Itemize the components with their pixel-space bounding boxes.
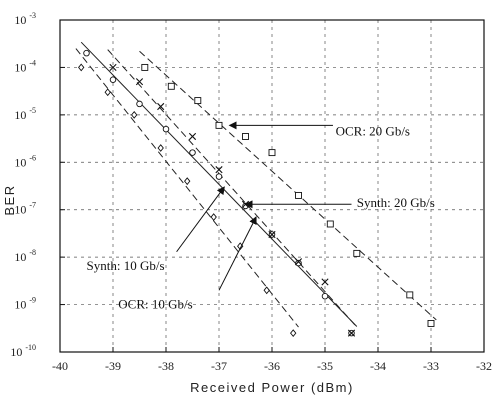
data-point-square [326, 220, 334, 228]
data-point-cross [294, 258, 303, 266]
y-tick-label: 10 -7 [14, 201, 36, 217]
data-point-circle [189, 149, 196, 156]
data-point-circle [295, 259, 302, 267]
data-point-square [268, 149, 276, 157]
data-point-square [167, 82, 175, 90]
series-square-fit-line [139, 50, 437, 321]
series-cross-fit-line [107, 49, 358, 328]
annotation-arrow-ocr-10 [218, 216, 257, 291]
x-axis-label: Received Power (dBm) [190, 380, 354, 395]
grid [60, 20, 484, 352]
y-tick-label: 10 -4 [14, 58, 36, 74]
data-point-cross [321, 278, 329, 286]
data-point-square [406, 291, 414, 299]
data-point-cross [188, 132, 197, 141]
x-tick-label: -36 [264, 359, 280, 373]
data-point-cross [347, 329, 356, 337]
annotation-ocr-10: OCR: 10 Gb/s [118, 297, 192, 312]
data-point-square [194, 97, 202, 105]
data-point-diamond [263, 286, 270, 295]
y-axis-label: BER [2, 184, 17, 215]
annotations: OCR: 20 Gb/s Synth: 20 Gb/s Synth: 10 Gb… [87, 121, 435, 312]
data-point-circle [215, 173, 223, 180]
annotation-synth-20: Synth: 20 Gb/s [357, 195, 435, 210]
x-tick-label: -33 [423, 359, 439, 373]
data-point-diamond [210, 213, 217, 221]
y-tick-label: 10 -5 [14, 106, 36, 122]
x-tick-label: -35 [317, 359, 333, 373]
annotation-arrow-synth-10 [176, 186, 225, 253]
data-point-cross [109, 63, 117, 72]
data-point-square [215, 121, 223, 129]
series-markers [78, 49, 435, 338]
x-tick-label: -40 [52, 359, 68, 373]
data-point-cross [268, 230, 276, 239]
data-point-diamond [104, 88, 111, 97]
tick-labels: -40 -39 -38 -37 -36 -35 -34 -33 -32 10 -3 10 -4 10 … [10, 11, 492, 373]
data-point-square [427, 319, 435, 327]
annotation-synth-10: Synth: 10 Gb/s [87, 258, 165, 273]
annotation-ocr-20: OCR: 20 Gb/s [336, 123, 410, 138]
data-point-circle [162, 125, 170, 133]
x-tick-label: -34 [370, 359, 386, 373]
data-point-cross [157, 102, 165, 111]
y-tick-label: 10 -3 [14, 11, 36, 27]
data-point-circle [136, 100, 143, 108]
data-point-square [141, 63, 149, 71]
series-lines [75, 41, 437, 328]
data-point-circle [109, 76, 117, 83]
data-point-diamond [290, 329, 297, 338]
data-point-square [295, 191, 302, 199]
y-tick-label: 10 -9 [14, 296, 36, 312]
y-tick-label: 10 -6 [14, 153, 36, 169]
data-point-diamond [78, 63, 85, 72]
x-tick-label: -38 [158, 359, 174, 373]
data-point-cross [135, 78, 144, 86]
y-tick-label: 10 -10 [10, 343, 36, 359]
y-tick-label: 10 -8 [14, 248, 36, 264]
series-diamond-fit-line [75, 48, 299, 328]
data-point-square [242, 133, 249, 140]
x-tick-label: -32 [476, 359, 492, 373]
data-point-circle [321, 292, 329, 300]
data-point-diamond [184, 177, 191, 186]
data-point-circle [83, 49, 90, 57]
data-point-square [353, 249, 361, 257]
data-point-cross [215, 166, 223, 174]
x-tick-label: -37 [211, 359, 227, 373]
series-circle-fit-line [80, 41, 358, 327]
data-point-diamond [157, 144, 164, 152]
x-tick-label: -39 [105, 359, 121, 373]
data-point-diamond [131, 110, 138, 119]
